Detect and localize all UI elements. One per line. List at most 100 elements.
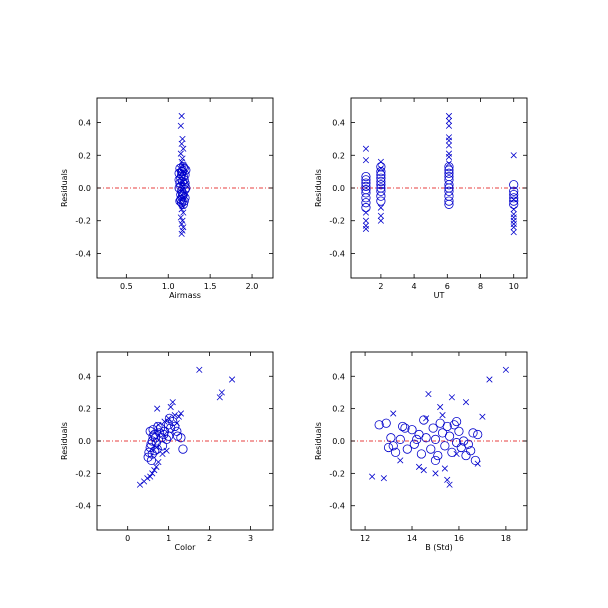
data-point-x (510, 214, 517, 221)
data-point-circle (454, 426, 464, 436)
data-point-circle (150, 446, 160, 456)
data-point-circle (152, 444, 162, 454)
data-point-circle (444, 191, 454, 201)
data-point-x (377, 204, 384, 211)
x-tick-label: 0 (125, 534, 130, 543)
data-point-circle (176, 433, 186, 443)
data-point-x (479, 413, 486, 420)
data-point-x (362, 225, 370, 232)
data-point-circle (390, 447, 401, 457)
data-point-circle (381, 418, 391, 428)
data-point-x (161, 418, 168, 425)
data-point-x (510, 152, 517, 159)
data-point-circle (361, 198, 371, 208)
data-point-x (176, 198, 184, 205)
data-point-x (180, 178, 187, 185)
data-point-x (216, 394, 223, 401)
data-point-x (180, 209, 187, 216)
data-point-circle (444, 165, 454, 175)
y-axis-label: Residuals (60, 422, 69, 460)
data-point-x (377, 217, 384, 224)
data-point-x (177, 214, 184, 221)
y-tick-label: 0.4 (78, 372, 91, 381)
data-point-circle (428, 423, 438, 433)
data-point-x (423, 415, 430, 422)
data-point-x (179, 186, 186, 193)
y-tick-label: 0.0 (332, 184, 345, 193)
data-point-x (147, 473, 154, 480)
data-point-x (510, 211, 517, 218)
x-tick-label: 2 (207, 534, 212, 543)
y-tick-label: -0.2 (329, 217, 345, 226)
x-tick-label: 2.0 (246, 282, 259, 291)
data-point-x (446, 481, 453, 488)
data-point-circle (430, 455, 441, 466)
x-tick-label: 3 (248, 534, 253, 543)
data-point-circle (376, 176, 386, 187)
x-tick-label: 10 (509, 282, 519, 291)
x-axis-label: B (Std) (425, 543, 453, 552)
y-tick-label: 0.0 (332, 437, 345, 446)
data-point-circle (376, 173, 386, 183)
data-point-circle (473, 429, 483, 440)
data-point-circle (468, 428, 478, 438)
y-tick-label: -0.4 (329, 249, 345, 258)
data-point-x (432, 470, 439, 477)
data-point-circle (376, 186, 386, 196)
data-point-x (445, 122, 453, 129)
data-point-circle (153, 421, 163, 432)
data-point-circle (433, 450, 443, 461)
panel-residuals-vs-color: -0.4 -0.2 0.0 0.2 0.4 0 1 2 3 Color Residuals (60, 351, 274, 552)
x-axis-label: UT (434, 291, 445, 300)
y-tick-label: -0.4 (75, 502, 91, 511)
x-tick-label: 16 (454, 534, 464, 543)
data-point-x (510, 217, 517, 224)
data-point-x (377, 158, 384, 165)
data-point-circle (376, 191, 386, 201)
data-point-x (425, 390, 432, 398)
data-point-circle (444, 186, 454, 196)
data-point-circle (361, 188, 371, 198)
data-point-circle (442, 421, 452, 432)
panel-residuals-vs-airmass: -0.4 -0.2 0.0 0.2 0.4 0.5 1.0 1.5 2.0 Airmass Resi… (60, 97, 274, 300)
data-point-x (437, 403, 444, 411)
data-point-x (362, 145, 370, 152)
data-point-circle (398, 421, 408, 432)
data-point-x (196, 366, 203, 373)
data-point-x (448, 394, 455, 401)
data-point-x (445, 112, 453, 120)
data-point-x (180, 145, 187, 152)
data-point-circle (444, 162, 454, 172)
data-point-circle (466, 446, 476, 456)
data-point-x (178, 191, 185, 198)
data-point-circle (409, 439, 419, 449)
data-point-circle (361, 181, 371, 191)
data-point-circle (376, 196, 386, 206)
data-point-x (390, 410, 397, 417)
x-tick-label: 0.5 (120, 282, 133, 291)
data-point-x (154, 405, 161, 412)
panel-residuals-vs-ut: -0.4 -0.2 0.0 0.2 0.4 2 4 6 8 10 UT Residuals (314, 97, 528, 300)
data-point-x (486, 376, 493, 383)
data-point-circle (407, 425, 417, 435)
data-point-circle (161, 434, 172, 444)
x-tick-label: 18 (501, 534, 511, 543)
data-point-circle (164, 413, 175, 423)
data-point-x (179, 135, 186, 142)
y-tick-label: -0.2 (329, 469, 345, 478)
panel-residuals-vs-b-std: -0.4 -0.2 0.0 0.2 0.4 12 14 16 18 B (Std) Residual… (314, 351, 528, 552)
x-tick-label: 12 (360, 534, 370, 543)
data-point-x (420, 467, 427, 474)
data-point-x (171, 412, 178, 419)
data-point-x (165, 415, 172, 422)
data-point-x (177, 410, 184, 417)
data-point-x (362, 222, 370, 229)
data-point-x (175, 413, 182, 420)
data-point-circle (376, 167, 386, 177)
data-point-circle (440, 441, 450, 451)
y-axis-label: Residuals (60, 169, 69, 207)
data-point-circle (145, 442, 155, 453)
x-tick-label: 8 (478, 282, 483, 291)
y-tick-label: -0.2 (75, 469, 91, 478)
x-tick-label: 4 (412, 282, 417, 291)
